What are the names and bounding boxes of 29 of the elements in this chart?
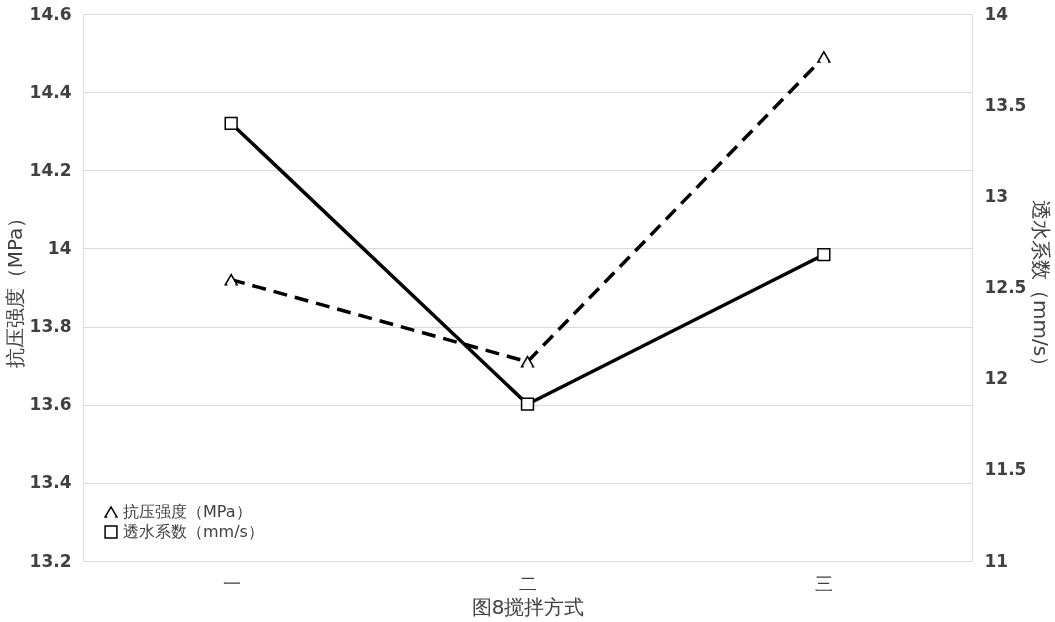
y-tick-label: 13.8 — [29, 316, 72, 337]
y2-tick-label: 13 — [984, 185, 1009, 206]
x-tick-label: 二 — [519, 572, 537, 594]
y2-tick-label: 11 — [984, 550, 1009, 571]
y-tick-label: 13.6 — [29, 394, 72, 415]
y-tick-label: 14.4 — [29, 81, 72, 102]
point — [224, 273, 238, 286]
y2-tick-label: 12.5 — [984, 277, 1027, 297]
point — [817, 51, 831, 63]
y-tick-label: 14.6 — [29, 3, 72, 24]
y-tick-label: 13.4 — [29, 472, 72, 493]
y-axis-title: 抗压强度（MPa） — [2, 207, 27, 369]
point — [520, 397, 535, 411]
y2-tick-label: 14 — [984, 3, 1009, 24]
x-axis-title: 图8搅拌方式 — [471, 594, 585, 619]
x-tick-label: 一 — [222, 572, 241, 594]
x-tick-label: 三 — [815, 572, 834, 594]
y-tick-label: 13.2 — [29, 550, 72, 571]
point — [520, 355, 535, 368]
legend-label: 抗压强度（MPa） — [123, 502, 252, 521]
y2-axis-title: 透水系数（mm/s） — [1029, 199, 1054, 377]
point — [817, 248, 831, 262]
y-tick-label: 14 — [47, 237, 72, 258]
y2-tick-label: 13.5 — [984, 94, 1027, 115]
y2-tick-label: 12 — [984, 368, 1009, 389]
y2-tick-label: 11.5 — [984, 459, 1027, 480]
point — [224, 116, 238, 131]
legend-label: 透水系数（mm/s） — [123, 522, 264, 541]
y-tick-label: 14.2 — [29, 159, 72, 180]
